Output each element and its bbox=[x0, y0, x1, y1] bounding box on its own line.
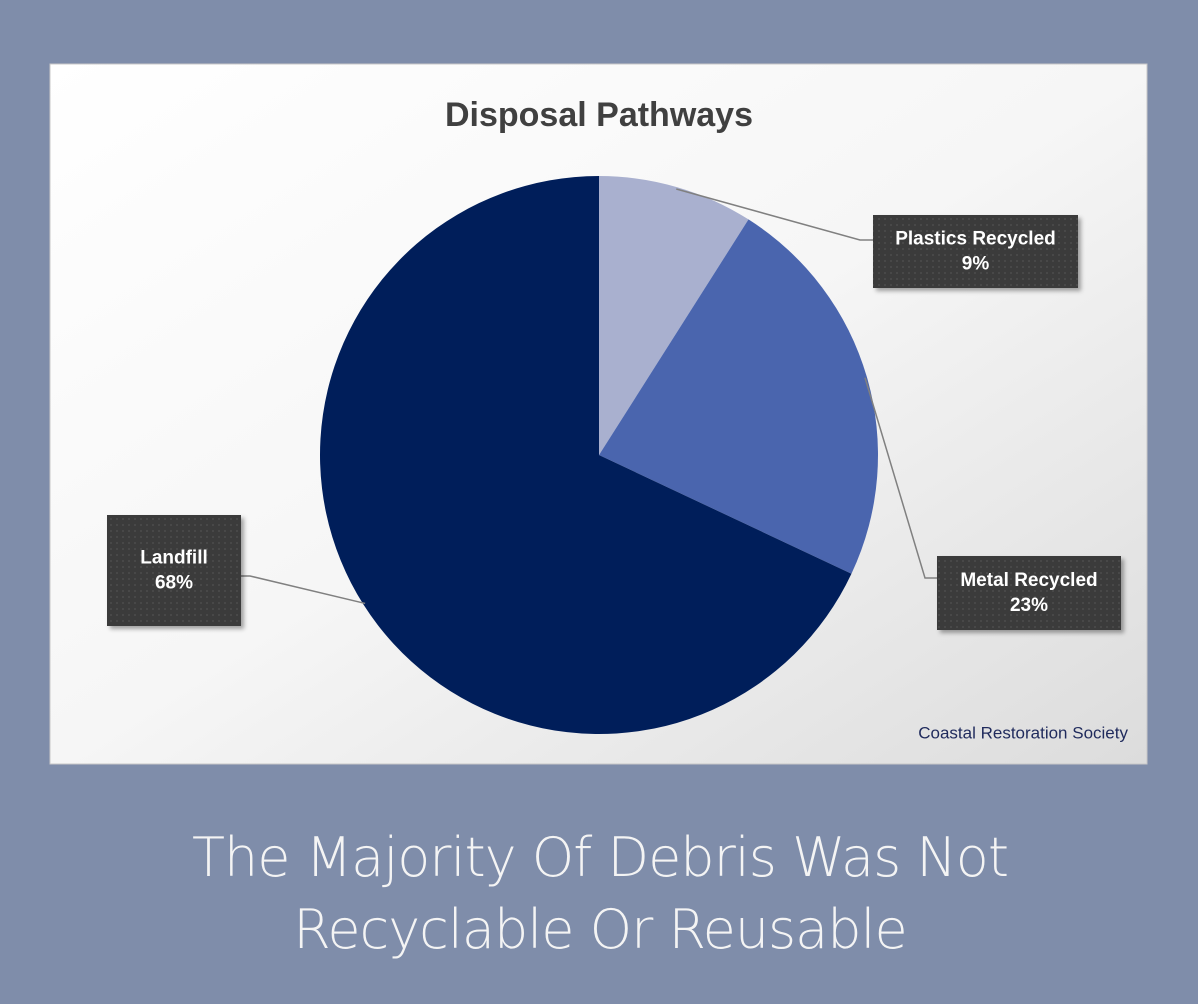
leader-line bbox=[676, 188, 873, 241]
leader-line bbox=[241, 575, 366, 605]
pie-slice bbox=[599, 176, 749, 455]
value-label: 9% bbox=[962, 254, 990, 275]
source: Coastal Restoration Society bbox=[918, 723, 1128, 742]
label-box bbox=[873, 215, 1078, 288]
category-label: Metal Recycled bbox=[960, 570, 1097, 591]
label-box bbox=[937, 556, 1121, 630]
value-label: 68% bbox=[155, 573, 193, 594]
category-label: Plastics Recycled bbox=[895, 229, 1056, 250]
caption: The Majority Of Debris Was Not Recyclabl… bbox=[191, 826, 1009, 961]
pie-slice bbox=[319, 176, 852, 734]
label-box bbox=[107, 515, 241, 626]
leader-line bbox=[864, 377, 937, 579]
value-label: 23% bbox=[1010, 595, 1048, 616]
category-label: Landfill bbox=[140, 548, 208, 569]
chart-title: Disposal Pathways bbox=[445, 96, 753, 134]
pie-slice bbox=[599, 219, 879, 574]
